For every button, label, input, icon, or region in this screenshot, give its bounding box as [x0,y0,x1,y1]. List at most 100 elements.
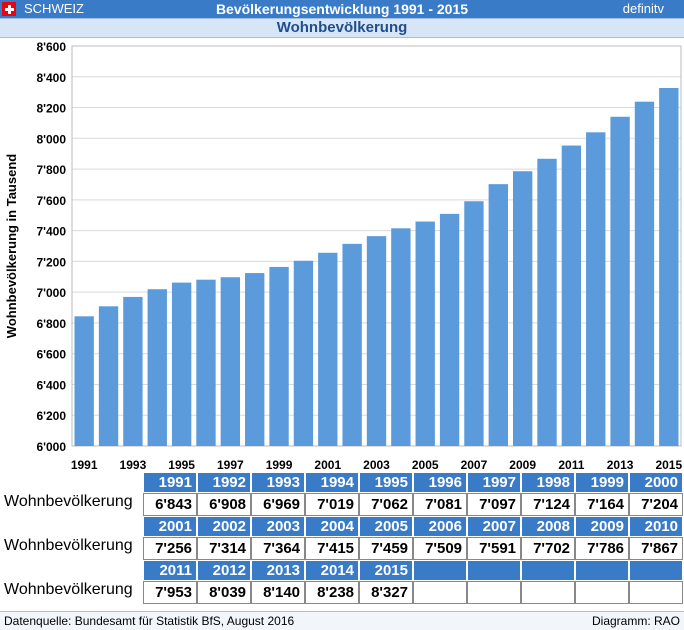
table-year-header [629,560,683,581]
table-year-header: 2012 [197,560,251,581]
bar-2011 [561,145,582,446]
table-value-cell [467,581,521,604]
y-tick-label: 6'200 [36,409,66,423]
table-value-cell [575,581,629,604]
table-value-cell: 7'164 [575,493,629,516]
bar-1996 [196,279,216,446]
bar-1993 [123,296,143,446]
table-value-cell: 7'786 [575,537,629,560]
bar-2004 [391,228,411,446]
credit-note: Diagramm: RAO [591,614,680,628]
table-value-cell [413,581,467,604]
table-year-header: 1991 [143,472,197,493]
y-tick-label: 7'800 [36,163,66,177]
y-tick-label: 6'600 [36,348,66,362]
x-tick-label: 1991 [71,458,98,470]
subtitle-bar: Wohnbevölkerung [0,18,684,38]
y-tick-label: 8'600 [36,40,66,54]
table-year-header: 1996 [413,472,467,493]
bar-2014 [634,101,655,446]
table-year-header: 2004 [305,516,359,537]
x-tick-label: 2001 [314,458,341,470]
bar-2005 [415,221,435,446]
bar-2007 [464,201,484,446]
row-label: Wohnbevölkerung [4,537,133,554]
table-value-cell: 7'702 [521,537,575,560]
table-year-header: 2006 [413,516,467,537]
source-note: Datenquelle: Bundesamt für Statistik BfS… [4,614,295,628]
bar-1991 [74,316,94,446]
table-value-cell: 7'124 [521,493,575,516]
table-year-header: 2014 [305,560,359,581]
y-tick-label: 7'600 [36,194,66,208]
bar-2002 [342,243,362,446]
table-year-header: 2001 [143,516,197,537]
table-value-cell: 7'591 [467,537,521,560]
table-value-cell [521,581,575,604]
x-tick-label: 2015 [655,458,682,470]
table-value-cell: 7'081 [413,493,467,516]
y-axis-label: Wohnbevölkerung in Tausend [4,154,19,338]
country-label: SCHWEIZ [24,1,84,16]
table-year-header: 1999 [575,472,629,493]
status-label: definitv [622,1,664,16]
x-tick-label: 1999 [266,458,293,470]
table-value-cell: 8'327 [359,581,413,604]
bar-chart: 6'000 6'200 6'400 6'600 6'800 7'000 7'200 7'400… [4,40,682,470]
table-value-cell: 7'019 [305,493,359,516]
table-year-header: 2000 [629,472,683,493]
row-label: Wohnbevölkerung [4,493,133,510]
table-value-cell: 6'843 [143,493,197,516]
bar-2013 [610,116,630,447]
table-year-header [521,560,575,581]
title-bar: SCHWEIZ Bevölkerungsentwicklung 1991 - 2… [0,0,684,18]
bar-2015 [659,88,679,446]
y-tick-label: 7'400 [36,225,66,239]
bar-1998 [245,273,265,446]
table-year-header: 2009 [575,516,629,537]
bar-2009 [512,171,533,446]
table-value-cell: 7'062 [359,493,413,516]
table-year-header: 1993 [251,472,305,493]
table-value-cell: 7'953 [143,581,197,604]
y-tick-label: 7'200 [36,255,66,269]
table-year-header [575,560,629,581]
x-tick-label: 2013 [607,458,634,470]
table-year-header: 1997 [467,472,521,493]
y-tick-label: 6'400 [36,378,66,392]
table-year-header: 2007 [467,516,521,537]
table-year-header: 2015 [359,560,413,581]
table-value-cell: 8'238 [305,581,359,604]
table-year-header [413,560,467,581]
y-tick-label: 8'200 [36,102,66,116]
table-year-header: 2008 [521,516,575,537]
x-tick-label: 1995 [168,458,195,470]
y-tick-label: 8'000 [36,132,66,146]
footer: Datenquelle: Bundesamt für Statistik BfS… [0,611,684,630]
table-value-cell: 7'459 [359,537,413,560]
bar-1995 [171,282,192,446]
table-year-header: 2010 [629,516,683,537]
table-value-cell: 7'256 [143,537,197,560]
table-value-cell: 8'140 [251,581,305,604]
table-value-cell [629,581,683,604]
x-tick-label: 1993 [120,458,147,470]
y-tick-label: 7'000 [36,286,66,300]
chart-subtitle: Wohnbevölkerung [276,19,408,36]
table-value-cell: 7'415 [305,537,359,560]
table-value-cell: 7'314 [197,537,251,560]
table-value-cell: 6'969 [251,493,305,516]
bar-1999 [269,266,289,446]
row-label: Wohnbevölkerung [4,581,133,598]
table-value-cell: 7'097 [467,493,521,516]
x-tick-label: 2003 [363,458,390,470]
table-value-cell: 7'204 [629,493,683,516]
bar-2008 [488,184,508,446]
table-year-header: 2013 [251,560,305,581]
table-year-header: 1998 [521,472,575,493]
y-tick-label: 8'400 [36,71,66,85]
bar-2001 [318,252,338,446]
y-tick-label: 6'000 [36,440,66,454]
bar-1994 [147,289,167,446]
table-value-cell: 8'039 [197,581,251,604]
